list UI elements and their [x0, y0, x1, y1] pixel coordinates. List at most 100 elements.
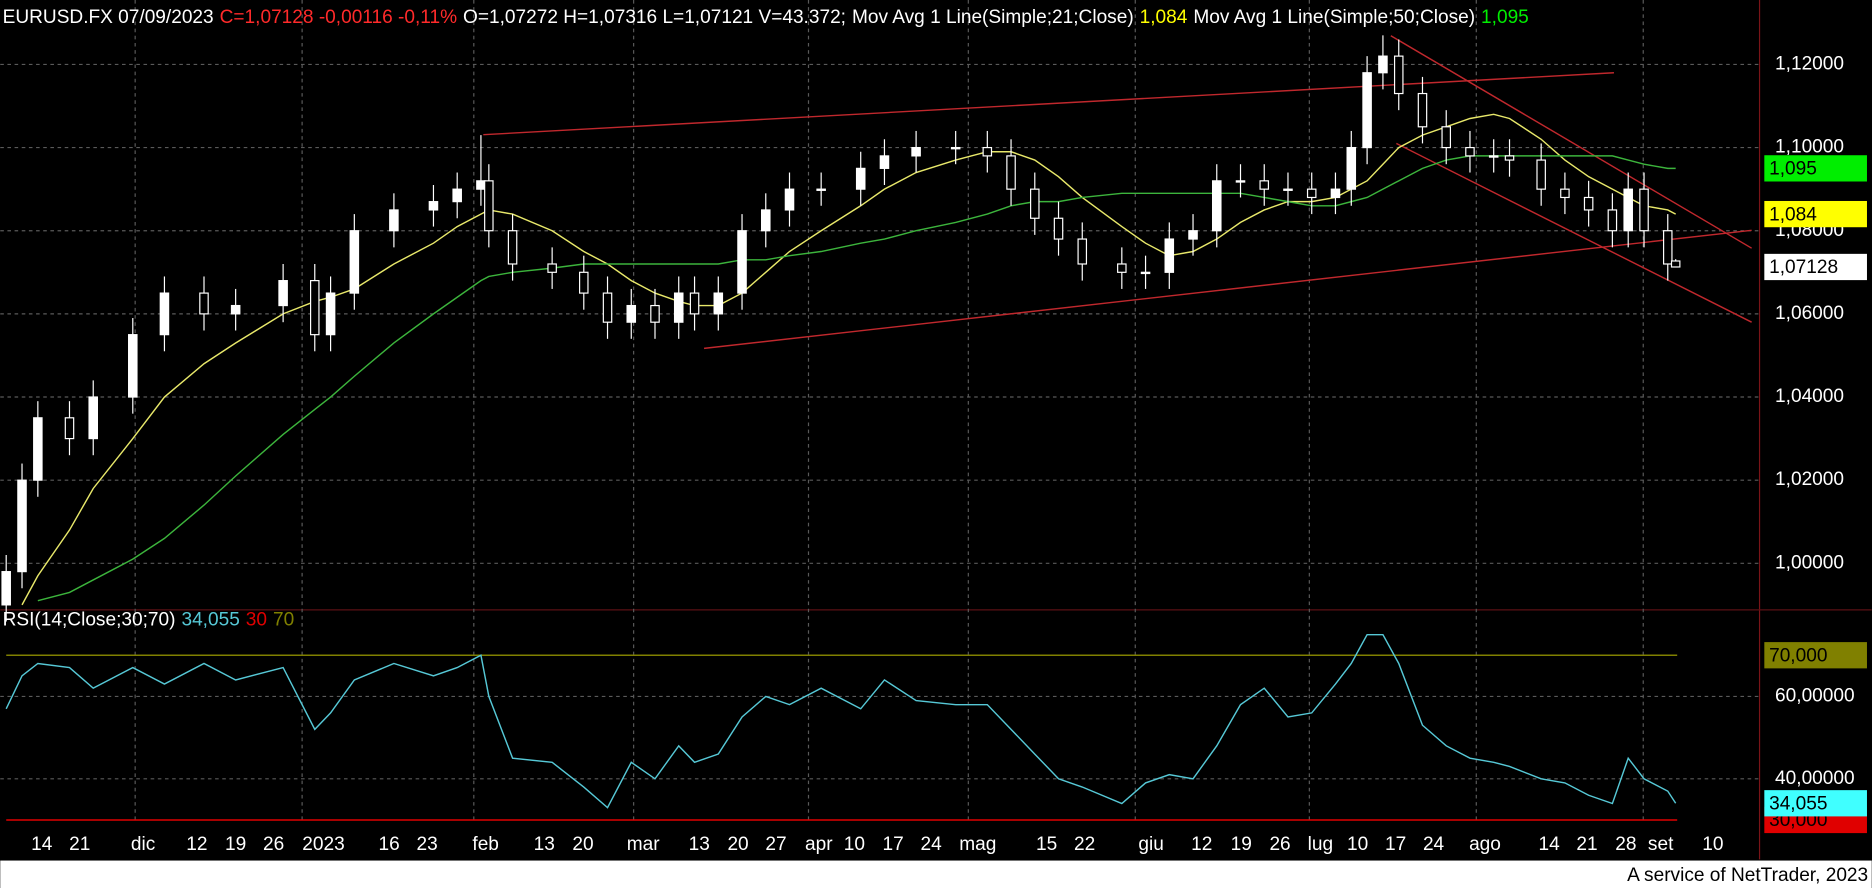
candle-body: [476, 180, 486, 190]
level-header: 30: [246, 610, 267, 631]
candle-body: [1117, 263, 1127, 273]
legend-value: 1,095: [1481, 7, 1529, 28]
candle-body: [428, 201, 439, 211]
candle-body: [33, 417, 43, 481]
legend-entry: RSI(14;Close;30;70): [3, 610, 176, 631]
x-tick-label: 24: [921, 834, 943, 855]
candle-body: [452, 188, 462, 203]
x-tick-label: ago: [1469, 834, 1501, 855]
x-tick-label: feb: [472, 834, 499, 855]
x-tick-label: 24: [1423, 834, 1445, 855]
level-box: [1764, 642, 1867, 669]
candle-body: [1346, 146, 1357, 190]
x-tick-label: 26: [263, 834, 284, 855]
candle-body: [1053, 217, 1064, 240]
candle-body: [1140, 271, 1151, 275]
y-tick-label: 1,04000: [1775, 386, 1844, 407]
ma-value-box: [1764, 200, 1867, 228]
x-tick-label: 12: [1191, 834, 1212, 855]
footer-strip: [0, 860, 1872, 888]
x-tick-label: 19: [1231, 834, 1252, 855]
x-tick-label: 21: [69, 834, 90, 855]
candle-body: [1417, 92, 1428, 128]
candle-body: [1560, 188, 1570, 199]
y-tick-label: 1,06000: [1775, 303, 1844, 324]
candle-body: [1330, 188, 1341, 199]
ma-value-label: 1,095: [1769, 159, 1817, 180]
trend-line: [1390, 35, 1752, 249]
x-tick-label: 2023: [302, 834, 344, 855]
last-price-box: [1764, 253, 1867, 281]
candle-body: [1378, 55, 1388, 74]
x-tick-label: 17: [883, 834, 904, 855]
ohlc: O=1,07272 H=1,07316 L=1,07121 V=43.372;: [463, 7, 846, 28]
candle-body: [1, 571, 11, 606]
candle-body: [760, 209, 771, 232]
x-tick-label: mag: [959, 834, 996, 855]
x-tick-label: giu: [1138, 834, 1163, 855]
trend-line: [703, 229, 1752, 350]
candle-body: [1441, 126, 1451, 149]
candle-body: [1623, 188, 1633, 232]
candle-body: [1536, 159, 1546, 190]
candle-body: [1306, 188, 1317, 199]
x-tick-label: 19: [225, 834, 246, 855]
candle-body: [1393, 55, 1404, 95]
x-tick-label: 10: [844, 834, 865, 855]
candle-body: [737, 230, 747, 294]
x-tick-label: 17: [1385, 834, 1406, 855]
candle-body: [547, 263, 557, 273]
header: RSI(14;Close;30;70) 34,055 30 70: [3, 610, 295, 631]
x-tick-label: 23: [417, 834, 438, 855]
x-tick-label: 26: [1269, 834, 1290, 855]
candle-body: [1077, 238, 1088, 265]
candle-body: [713, 292, 724, 315]
y-tick-label: 1,10000: [1775, 137, 1844, 158]
x-tick-label: 15: [1036, 834, 1057, 855]
ma-value-box: [1764, 155, 1867, 182]
candle-body: [88, 396, 99, 440]
quote: C=1,07128 -0,00116 -0,11%: [220, 7, 457, 28]
candle-body: [1211, 180, 1222, 232]
candle-body: [579, 271, 589, 294]
rsi-value-label: 34,055: [1769, 794, 1827, 815]
candle-body: [199, 292, 209, 315]
ma-value-label: 1,084: [1769, 204, 1817, 225]
series-line: [37, 155, 1676, 602]
candle-body: [1164, 238, 1175, 273]
candle-body: [325, 292, 336, 336]
x-tick-label: lug: [1308, 834, 1333, 855]
candle-body: [128, 334, 138, 398]
candle-body: [689, 292, 700, 315]
candle-body: [650, 304, 660, 323]
legend-value: 1,084: [1140, 7, 1188, 28]
candle-body: [1030, 188, 1040, 219]
candle-body: [784, 188, 795, 211]
candle-body: [389, 209, 399, 232]
x-tick-label: 14: [1538, 834, 1560, 855]
candle-body: [64, 417, 75, 440]
candle-body: [1188, 230, 1198, 240]
candle-body: [1235, 180, 1246, 183]
candle-body: [309, 280, 320, 336]
candle-body: [1259, 180, 1270, 190]
y-tick-label: 1,12000: [1775, 53, 1844, 74]
candle-body: [230, 304, 241, 315]
x-tick-label: 27: [765, 834, 786, 855]
x-tick-label: 20: [572, 834, 593, 855]
y-tick-label: 60,00000: [1775, 685, 1855, 706]
y-tick-label: 1,02000: [1775, 469, 1844, 490]
x-tick-label: 13: [689, 834, 710, 855]
trend-line: [483, 72, 1615, 136]
level-header: 70: [273, 610, 294, 631]
candle-body: [911, 146, 921, 157]
candle-body: [1607, 209, 1618, 232]
x-tick-label: 20: [727, 834, 748, 855]
candle-body: [950, 146, 961, 150]
candle-body: [484, 180, 494, 232]
last-price-label: 1,07128: [1769, 257, 1838, 278]
x-tick-label: 14: [31, 834, 53, 855]
candle-body: [1465, 146, 1475, 157]
